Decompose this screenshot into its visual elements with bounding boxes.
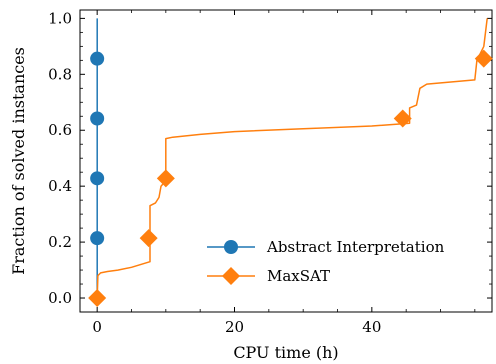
y-tick-label: 0.0	[48, 289, 72, 307]
y-tick-label: 0.8	[48, 65, 72, 83]
data-point-abstract-interpretation	[90, 111, 105, 126]
legend-label-abstract-interpretation: Abstract Interpretation	[266, 238, 445, 256]
x-tick-label: 40	[362, 318, 381, 336]
data-point-abstract-interpretation	[90, 51, 105, 66]
legend-label-maxsat: MaxSAT	[267, 267, 330, 285]
legend-marker-maxsat	[222, 267, 240, 285]
y-tick-label: 0.4	[48, 177, 72, 195]
legend-marker-abstract-interpretation	[224, 240, 238, 254]
legend: Abstract Interpretation MaxSAT	[207, 238, 445, 285]
y-tick-label: 0.6	[48, 121, 72, 139]
x-axis-label: CPU time (h)	[233, 343, 338, 362]
data-point-maxsat	[393, 109, 412, 128]
x-tick-label: 0	[92, 318, 102, 336]
data-point-abstract-interpretation	[90, 231, 105, 246]
series-abstract-interpretation	[90, 18, 105, 298]
data-point-abstract-interpretation	[90, 171, 105, 186]
y-axis-label: Fraction of solved instances	[9, 47, 28, 275]
series-line-maxsat	[96, 18, 488, 299]
data-point-maxsat	[156, 169, 175, 188]
data-point-maxsat	[474, 49, 493, 68]
plot-frame	[79, 9, 493, 313]
tick-labels: 0 20 40 0.0 0.2 0.4 0.6 0.8 1.0	[48, 9, 381, 336]
data-point-maxsat	[139, 229, 158, 248]
series-maxsat	[88, 18, 493, 308]
y-tick-label: 0.2	[48, 233, 72, 251]
data-point-maxsat	[88, 289, 107, 308]
x-tick-label: 20	[225, 318, 244, 336]
series-layer	[88, 18, 493, 308]
y-tick-label: 1.0	[48, 9, 72, 27]
axis-ticks	[80, 10, 492, 312]
